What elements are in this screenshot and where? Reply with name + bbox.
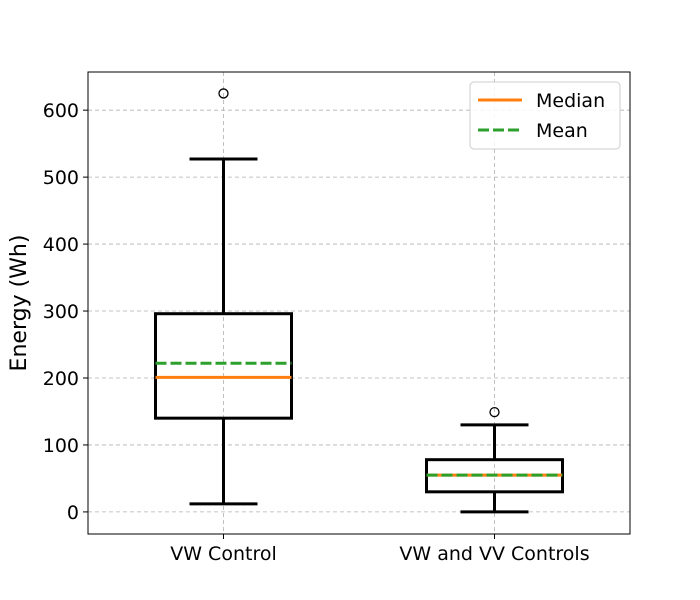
y-tick-label: 0 xyxy=(67,502,79,524)
x-axis-ticks: VW Control VW and VV Controls xyxy=(170,534,590,565)
box-group xyxy=(425,406,564,514)
y-tick-label: 200 xyxy=(43,368,79,390)
y-tick-label: 300 xyxy=(43,301,79,323)
y-tick-label: 100 xyxy=(43,435,79,457)
box-group xyxy=(154,88,293,506)
y-tick-label: 600 xyxy=(43,100,79,122)
outlier-point xyxy=(489,406,500,418)
x-tick-label: VW and VV Controls xyxy=(399,543,589,565)
legend-label: Mean xyxy=(536,120,588,142)
outlier-point xyxy=(218,88,229,99)
legend-label: Median xyxy=(536,90,605,112)
x-tick-label: VW Control xyxy=(170,543,277,565)
plot-frame xyxy=(87,71,631,535)
legend: Median Mean xyxy=(469,81,621,150)
y-axis-ticks: 0 100 200 300 400 500 600 xyxy=(43,100,88,524)
box-series xyxy=(154,88,564,514)
y-axis-label: Energy (Wh) xyxy=(7,235,32,372)
y-tick-label: 500 xyxy=(43,167,79,189)
y-tick-label: 400 xyxy=(43,234,79,256)
iqr-box xyxy=(154,312,293,420)
